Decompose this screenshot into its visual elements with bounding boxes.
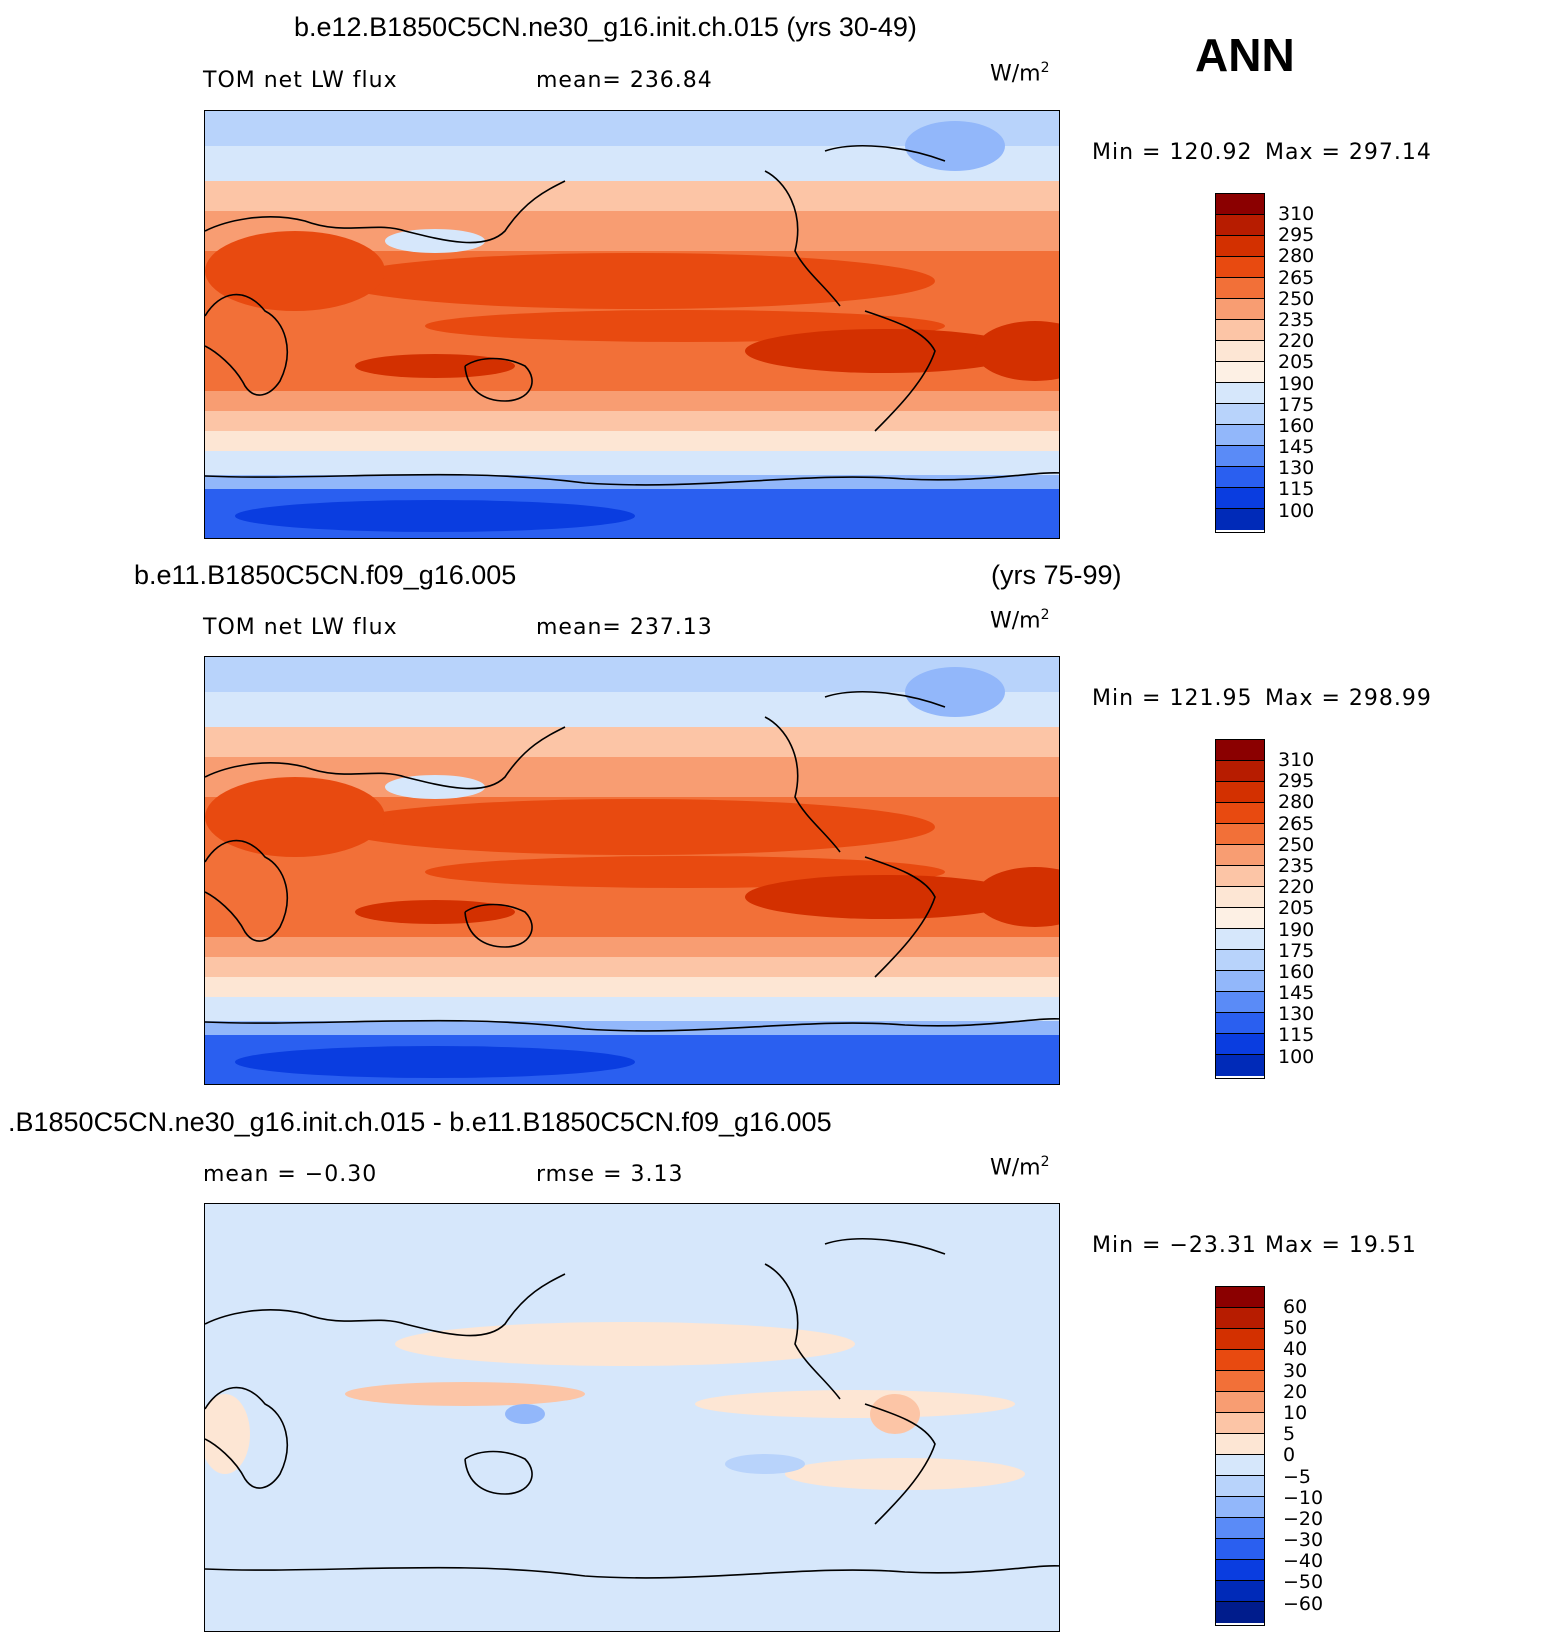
- panel3-rmse: rmse = 3.13: [536, 1162, 684, 1187]
- panel1-title: b.e12.B1850C5CN.ne30_g16.init.ch.015 (yr…: [294, 12, 917, 42]
- panel2-years: (yrs 75-99): [991, 560, 1122, 590]
- panel1-variable: TOM net LW flux: [203, 68, 398, 93]
- panel2-variable: TOM net LW flux: [203, 615, 398, 640]
- panel2-mean: mean= 237.13: [536, 615, 713, 640]
- panel1-colorbar: [1215, 193, 1265, 533]
- panel2-map: [204, 656, 1060, 1085]
- panel3-min: Min = −23.31: [1092, 1233, 1257, 1258]
- panel1-mean: mean= 236.84: [536, 68, 713, 93]
- panel2-map-field: [205, 657, 1059, 1084]
- panel3-units: W/m2: [990, 1154, 1050, 1181]
- panel2-min: Min = 121.95: [1092, 686, 1253, 711]
- panel2-title: b.e11.B1850C5CN.f09_g16.005: [134, 560, 517, 590]
- panel1-units: W/m2: [990, 60, 1050, 87]
- panel1-colorbar-labels: 310 295 280 265 250 235 220 205 190 175 160 145 130 1…: [1278, 203, 1315, 522]
- panel2-max: Max = 298.99: [1265, 686, 1432, 711]
- panel2-units: W/m2: [990, 607, 1050, 634]
- panel3-map-field: [205, 1204, 1059, 1631]
- panel3-max: Max = 19.51: [1265, 1233, 1417, 1258]
- panel1-max: Max = 297.14: [1265, 140, 1432, 165]
- panel3-mean: mean = −0.30: [203, 1162, 378, 1187]
- panel3-colorbar-labels: 60 50 40 30 20 10 5 0 −5 −10 −20 −30 −40 −50 −60: [1283, 1296, 1324, 1615]
- panel3-title: .B1850C5CN.ne30_g16.init.ch.015 - b.e11.…: [8, 1107, 832, 1137]
- panel1-map-field: [205, 111, 1059, 538]
- panel2-colorbar: [1215, 739, 1265, 1079]
- panel1-map: [204, 110, 1060, 539]
- panel3-colorbar: [1215, 1286, 1265, 1626]
- panel3-map: [204, 1203, 1060, 1632]
- panel2-colorbar-labels: 310 295 280 265 250 235 220 205 190 175 160 145 130 1…: [1278, 749, 1315, 1068]
- panel1-min: Min = 120.92: [1092, 140, 1253, 165]
- season-label: ANN: [1195, 29, 1295, 81]
